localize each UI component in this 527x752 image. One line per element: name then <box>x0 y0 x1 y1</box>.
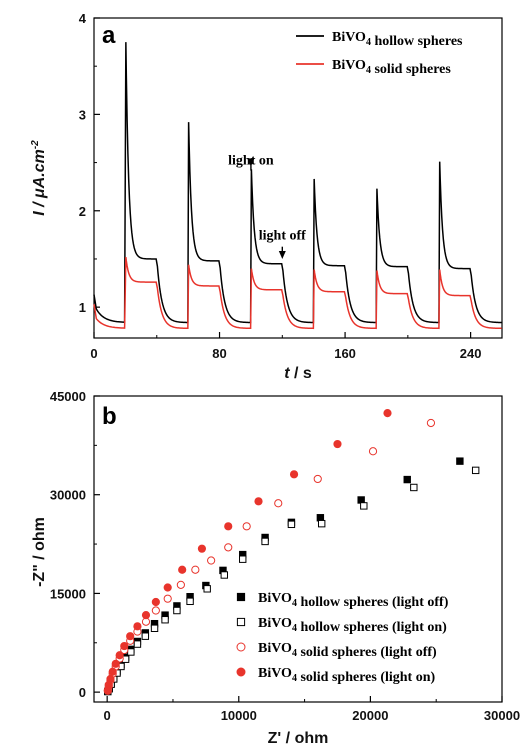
panel-b-y-tick-label: 15000 <box>50 586 86 601</box>
panel-b-point <box>141 611 151 620</box>
panel-b-legend-marker <box>236 667 246 677</box>
panel-a-legend: BiVO4 hollow spheres BiVO4 solid spheres <box>296 30 463 77</box>
panel-b-point <box>403 475 411 484</box>
panel-a-y-tick-label: 3 <box>79 107 86 122</box>
panel-a-annotation-arrowhead <box>247 158 255 167</box>
panel-b-point <box>383 409 392 418</box>
panel-b-point <box>178 565 187 574</box>
panel-a-x-tick-label: 160 <box>334 346 356 361</box>
panel-b-point <box>261 537 269 546</box>
panel-b-legend-label: BiVO4 hollow spheres (light off) <box>258 591 449 610</box>
panel-b-y-tick-label: 0 <box>79 685 86 700</box>
panel-b-point <box>151 597 160 607</box>
panel-b-point <box>120 641 129 651</box>
panel-b-point <box>163 583 172 592</box>
panel-b-point <box>150 624 159 632</box>
panel-b-legend-label: BiVO4 solid spheres (light off) <box>258 641 437 660</box>
panel-b-point <box>127 648 135 656</box>
panel-a-series-line-solid <box>93 256 502 330</box>
panel-b-point <box>133 640 142 648</box>
panel-b-legend-marker <box>236 642 246 652</box>
panel-b-point <box>239 555 247 563</box>
panel-b-point <box>186 597 194 606</box>
panel-b-point <box>173 606 181 615</box>
panel-b-chart: 0 10000 20000 30000 0 15000 30000 45000 BiVO4 h… <box>31 389 520 747</box>
panel-b-legend: BiVO4 hollow spheres (light off) BiVO4 ho… <box>236 591 449 685</box>
panel-b-point <box>108 667 117 676</box>
panel-b-legend-label: BiVO4 solid spheres (light on) <box>258 666 436 685</box>
panel-b-point <box>274 499 283 508</box>
panel-b-point <box>115 651 124 660</box>
panel-b-point <box>287 520 296 529</box>
panel-b-point <box>456 457 464 465</box>
panel-b-point <box>151 606 160 615</box>
panel-b-point <box>207 556 216 565</box>
panel-b-x-tick-label: 0 <box>104 708 111 723</box>
panel-a-series-line-hollow <box>93 42 502 324</box>
panel-a-series <box>93 42 502 330</box>
panel-b-legend-marker <box>236 617 246 627</box>
panel-a-x-axis-title: t / s <box>284 365 312 382</box>
panel-a-y-tick-label: 1 <box>79 300 86 315</box>
panel-b-label: b <box>102 403 117 430</box>
panel-b-legend-marker <box>236 592 246 602</box>
panel-b-x-tick-label: 10000 <box>221 708 257 723</box>
panel-b-point <box>224 522 233 531</box>
panel-a-legend-label: BiVO4 hollow spheres <box>332 30 463 49</box>
panel-b-point <box>203 585 211 593</box>
panel-a-y-axis-title: I / μA.cm-2 <box>30 140 48 216</box>
panel-a-y-tick-label: 2 <box>79 204 86 219</box>
panel-b-point <box>133 622 142 631</box>
panel-a-ticks: 0 80 160 240 1 2 3 4 <box>79 11 482 361</box>
panel-b-point <box>368 447 378 456</box>
panel-a-x-tick-label: 80 <box>212 346 226 361</box>
panel-b-point <box>289 470 299 479</box>
panel-b-point <box>471 466 480 475</box>
panel-b-plot-frame <box>93 395 503 703</box>
panel-a-label: a <box>102 22 116 49</box>
panel-b-y-tick-label: 45000 <box>50 389 86 404</box>
panel-a-annotation-light-off: light off <box>259 229 306 244</box>
panel-a-annotation-arrowhead <box>278 250 286 259</box>
panel-b-point <box>224 543 233 552</box>
panel-b-point <box>106 674 115 684</box>
panel-b-x-tick-label: 30000 <box>484 708 520 723</box>
panel-b-point <box>426 418 436 428</box>
panel-b-y-axis-title: -Z" / ohm <box>31 517 48 587</box>
panel-b-point <box>191 565 200 574</box>
panel-b-series-solid-light-on <box>103 409 392 695</box>
panel-b-point <box>333 439 342 449</box>
panel-b-point <box>410 483 418 492</box>
panel-a-plot-frame <box>93 17 503 339</box>
panel-b-point <box>126 632 135 641</box>
panel-b-point <box>141 632 150 640</box>
panel-a-x-tick-label: 0 <box>90 346 97 361</box>
panel-a-y-tick-label: 4 <box>79 11 87 26</box>
panel-b-point <box>176 580 185 589</box>
panel-b-series-hollow-light-on <box>104 466 480 696</box>
panel-b-point <box>313 474 322 484</box>
panel-b-y-tick-label: 30000 <box>50 488 86 503</box>
panel-b-point <box>111 659 120 668</box>
panel-a-legend-label: BiVO4 solid spheres <box>332 58 451 77</box>
panel-b-legend-label: BiVO4 hollow spheres (light on) <box>258 616 447 635</box>
panel-b-point <box>163 594 172 603</box>
panel-b-point <box>317 519 326 528</box>
panel-b-x-tick-label: 20000 <box>352 708 388 723</box>
panel-a-x-tick-label: 240 <box>460 346 482 361</box>
panel-b-point <box>220 571 228 579</box>
panel-b-point <box>197 544 207 553</box>
panel-b-point <box>360 502 368 510</box>
panel-b-series <box>103 409 480 696</box>
panel-b-point <box>254 497 263 506</box>
panel-b-ticks: 0 10000 20000 30000 0 15000 30000 45000 <box>50 389 520 723</box>
panel-b-x-axis-title: Z' / ohm <box>268 730 329 747</box>
panel-b-point <box>161 616 169 624</box>
panel-b-point <box>242 522 251 531</box>
